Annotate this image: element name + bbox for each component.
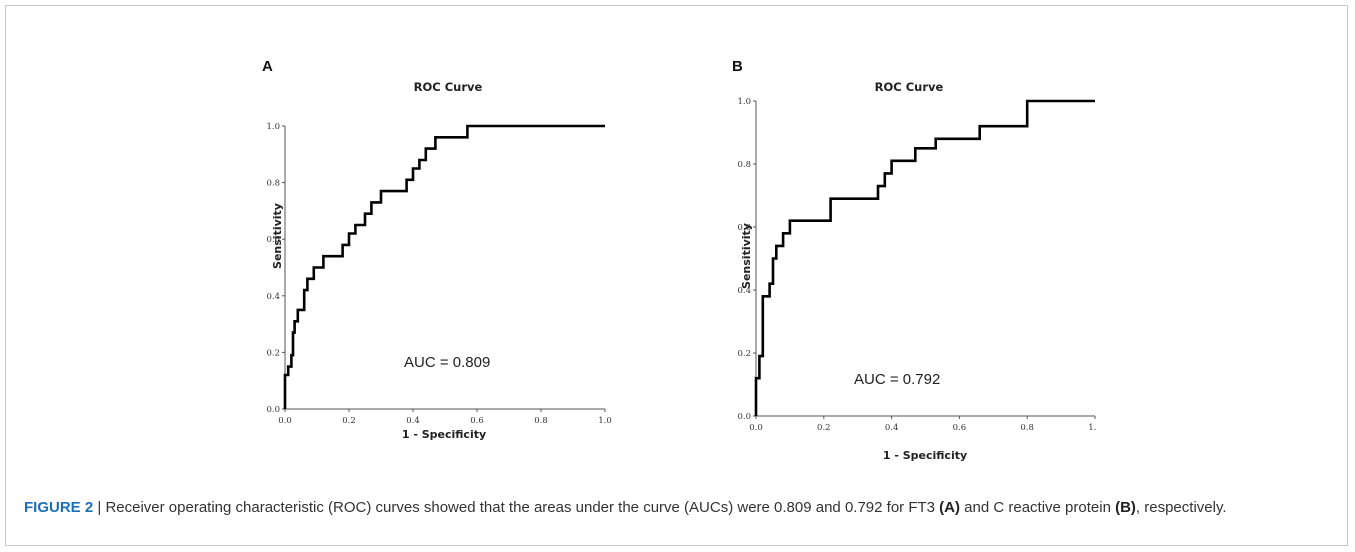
y-tick-label: 0.6	[737, 223, 751, 233]
y-axis-label-a: Sensitivity	[271, 203, 284, 269]
chart-title-b: ROC Curve	[875, 80, 944, 94]
x-tick-label: 1.0	[598, 416, 612, 426]
x-tick-label: 1.0	[1088, 423, 1096, 433]
roc-chart-a: A ROC Curve Sensitivity 1 - Specificity …	[262, 58, 612, 441]
figure-frame: A ROC Curve Sensitivity 1 - Specificity …	[5, 5, 1348, 546]
x-tick-label: 0.2	[817, 423, 831, 433]
roc-curve-line-a	[283, 124, 605, 409]
caption-text-1: Receiver operating characteristic (ROC) …	[105, 499, 935, 516]
y-tick-label: 0.6	[266, 235, 280, 245]
y-tick-label: 0.4	[737, 286, 751, 296]
y-tick-label: 0.8	[266, 179, 280, 189]
y-tick-label: 0.0	[737, 412, 751, 422]
caption-text-2: and C reactive protein	[964, 499, 1111, 516]
x-tick-label: 0.6	[470, 416, 484, 426]
y-tick-label: 0.4	[266, 292, 280, 302]
caption-text-3: , respectively.	[1135, 499, 1227, 516]
figure-label: FIGURE 2	[24, 499, 94, 516]
x-axis-label-b: 1 - Specificity	[883, 449, 967, 462]
x-tick-label: 0.4	[406, 416, 420, 426]
y-tick-label: 0.2	[266, 348, 280, 358]
x-tick-label: 0.2	[342, 416, 356, 426]
y-tick-label: 0.2	[737, 349, 751, 359]
caption-ref-b: (B)	[1115, 499, 1136, 516]
caption-separator: |	[97, 499, 102, 516]
x-axis-label-a: 1 - Specificity	[402, 428, 486, 441]
panel-label-a: A	[262, 58, 273, 75]
x-tick-label: 0.0	[278, 416, 292, 426]
y-tick-label: 1.0	[266, 122, 280, 132]
y-tick-label: 1.0	[737, 97, 751, 107]
y-tick-label: 0.0	[266, 405, 280, 415]
y-tick-label: 0.8	[737, 160, 751, 170]
y-axis-label-b: Sensitivity	[740, 223, 753, 289]
roc-chart-b: B ROC Curve Sensitivity 1 - Specificity …	[732, 58, 1096, 462]
panel-label-b: B	[732, 58, 743, 75]
roc-curve-line-b	[754, 99, 1095, 416]
auc-annotation-a: AUC = 0.809	[404, 354, 490, 371]
chart-title-a: ROC Curve	[414, 80, 483, 94]
x-tick-label: 0.0	[749, 423, 763, 433]
x-tick-label: 0.8	[1020, 423, 1034, 433]
x-tick-label: 0.6	[953, 423, 967, 433]
x-tick-label: 0.8	[534, 416, 548, 426]
auc-annotation-b: AUC = 0.792	[854, 371, 940, 388]
x-tick-label: 0.4	[885, 423, 899, 433]
figure-caption: FIGURE 2 | Receiver operating characteri…	[24, 496, 1344, 519]
caption-ref-a: (A)	[939, 499, 960, 516]
